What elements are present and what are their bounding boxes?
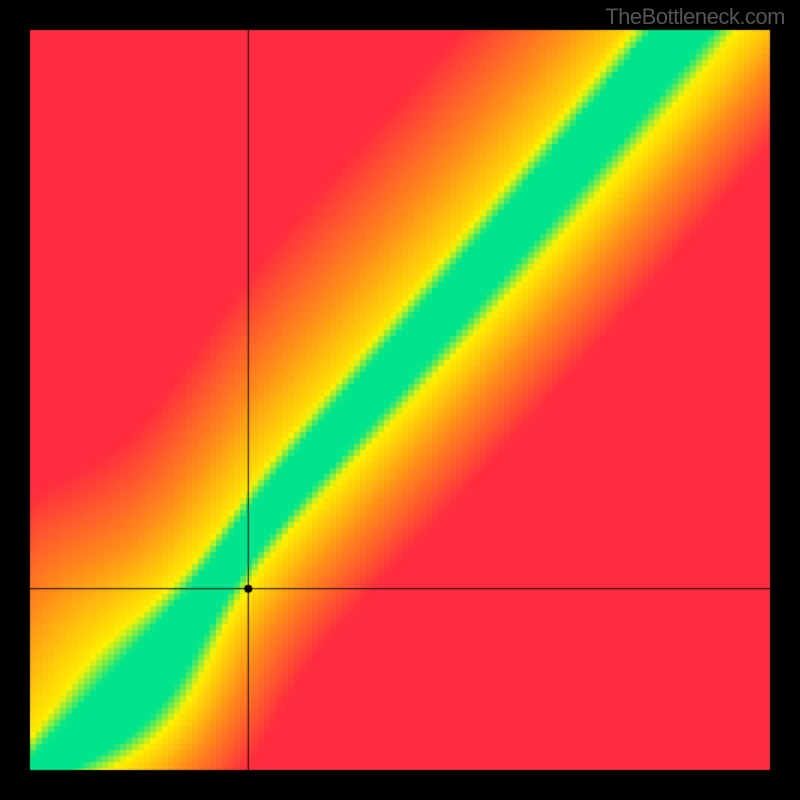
attribution-label: TheBottleneck.com bbox=[605, 4, 785, 30]
chart-frame: TheBottleneck.com bbox=[0, 0, 800, 800]
bottleneck-heatmap-canvas bbox=[0, 0, 800, 800]
